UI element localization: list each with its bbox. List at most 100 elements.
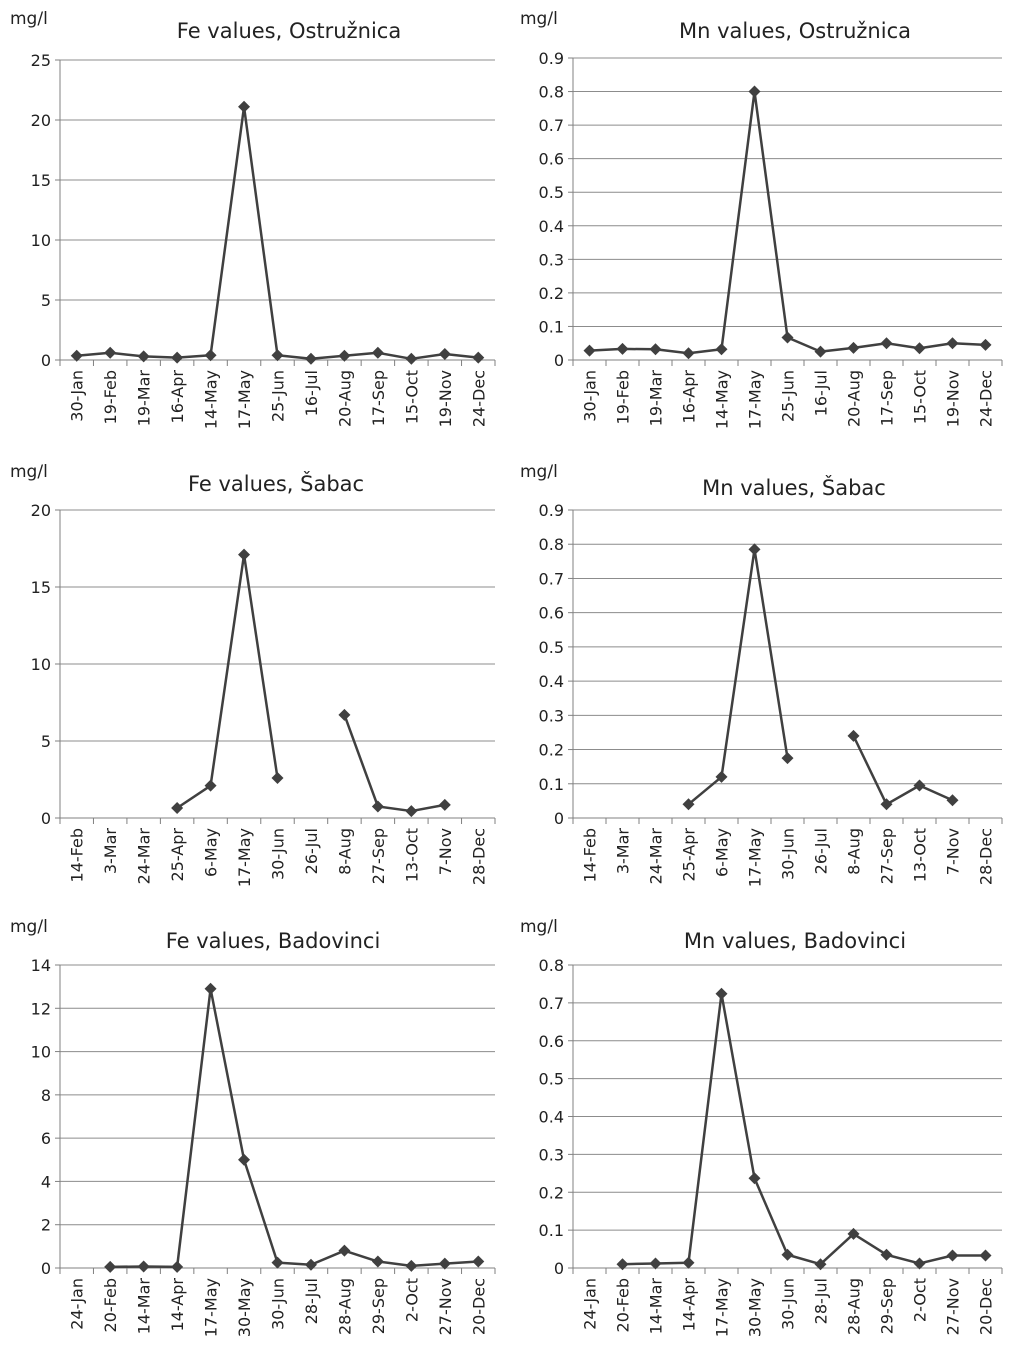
y-unit-label: mg/l — [520, 462, 558, 482]
y-tick-label: 0 — [41, 809, 51, 828]
x-tick-label: 20-Dec — [977, 1278, 996, 1335]
data-point — [880, 1248, 893, 1261]
x-tick-label: 27-Sep — [369, 828, 388, 884]
y-tick-label: 0.3 — [539, 250, 564, 269]
y-tick-label: 0.8 — [539, 83, 564, 102]
data-point — [781, 752, 794, 765]
x-tick-label: 19-Feb — [101, 370, 120, 424]
x-tick-label: 14-May — [202, 370, 221, 429]
x-tick-label: 14-Feb — [68, 828, 87, 882]
x-tick-label: 16-Apr — [168, 370, 187, 424]
chart-mn-ostruznica: Mn values, Ostružnica mg/l 0 0.1 0.2 0.3 0.4 0.… — [520, 9, 1003, 429]
x-tick-label: 16-Jul — [302, 370, 321, 416]
x-tick-label: 20-Feb — [101, 1278, 120, 1332]
x-tick-label: 7-Nov — [944, 828, 963, 875]
data-point — [304, 1258, 317, 1271]
y-tick-label: 0.1 — [539, 1221, 564, 1240]
data-point — [748, 1172, 761, 1185]
data-point — [438, 798, 451, 811]
y-tick-label: 10 — [31, 231, 51, 250]
data-point — [338, 349, 351, 362]
data-point — [946, 794, 959, 807]
data-point — [715, 770, 728, 783]
y-tick-label: 0.7 — [539, 569, 564, 588]
data-point — [238, 548, 251, 561]
data-point — [104, 1260, 117, 1273]
x-tick-label: 26-Jul — [812, 828, 831, 874]
x-tick-label: 20-Aug — [335, 370, 354, 427]
y-tick-label: 0.8 — [539, 956, 564, 975]
x-tick-label: 30-Jun — [779, 1278, 798, 1330]
data-point — [271, 771, 284, 784]
data-point — [204, 349, 217, 362]
x-tick-label: 30-Jun — [269, 828, 288, 880]
x-tick-label: 17-May — [235, 828, 254, 887]
data-point — [271, 349, 284, 362]
x-tick-label: 3-Mar — [101, 828, 120, 875]
y-tick-label: 4 — [41, 1172, 51, 1191]
x-tick-label: 17-May — [746, 828, 765, 887]
data-point — [438, 348, 451, 360]
x-tick-label: 8-Aug — [845, 828, 864, 875]
x-tick-label: 17-May — [235, 370, 254, 429]
x-tick-label: 14-Mar — [135, 1278, 154, 1335]
data-point — [616, 342, 629, 355]
data-point — [748, 85, 761, 98]
y-tick-label: 0.4 — [539, 672, 564, 691]
x-tick-label: 17-May — [713, 1278, 732, 1337]
x-tick-label: 19-Mar — [647, 370, 666, 427]
x-tick-label: 20-Feb — [614, 1278, 633, 1332]
x-tick-label: 16-Apr — [680, 370, 699, 424]
data-point — [583, 344, 596, 357]
x-tick-label: 15-Oct — [911, 370, 930, 424]
y-tick-label: 0.9 — [539, 501, 564, 520]
x-tick-label: 14-Mar — [647, 1278, 666, 1335]
chart-fe-ostruznica: Fe values, Ostružnica mg/l 0 5 10 15 20 25 30-Ja… — [10, 9, 496, 429]
x-tick-label: 28-Dec — [469, 828, 488, 885]
x-tick-label: 29-Sep — [878, 1278, 897, 1334]
x-tick-label: 28-Jul — [812, 1278, 831, 1324]
x-tick-label: 25-Jun — [269, 370, 288, 422]
x-tick-label: 30-May — [746, 1278, 765, 1337]
data-point — [979, 338, 992, 351]
x-tick-label: 30-Jan — [68, 370, 87, 422]
x-tick-label: 6-May — [202, 828, 221, 877]
data-point — [371, 800, 384, 813]
data-point — [338, 708, 351, 721]
y-tick-label: 0.3 — [539, 706, 564, 725]
y-tick-label: 0.3 — [539, 1145, 564, 1164]
series-line — [852, 735, 954, 806]
series-line — [622, 992, 986, 1266]
chart-title: Fe values, Ostružnica — [177, 19, 401, 43]
x-tick-label: 6-May — [713, 828, 732, 877]
x-tick-label: 24-Jan — [68, 1278, 87, 1330]
data-point — [781, 1248, 794, 1261]
data-point — [137, 1260, 150, 1273]
data-point — [104, 346, 117, 359]
chart-title: Mn values, Badovinci — [684, 929, 906, 953]
x-tick-label: 25-Apr — [168, 828, 187, 882]
data-point — [649, 1257, 662, 1270]
data-point — [946, 337, 959, 350]
data-point — [847, 341, 860, 354]
x-tick-label: 24-Mar — [135, 828, 154, 885]
y-tick-label: 0.2 — [539, 284, 564, 303]
data-point — [238, 1153, 251, 1166]
data-point — [913, 342, 926, 355]
series-line — [343, 714, 446, 813]
series-line — [687, 548, 789, 806]
data-point — [137, 350, 150, 363]
data-point — [880, 337, 893, 350]
y-tick-label: 0 — [41, 351, 51, 370]
x-tick-label: 16-Jul — [812, 370, 831, 416]
chart-mn-badovinci: Mn values, Badovinci mg/l 0 0.1 0.2 0.3 0.4 0.5… — [520, 917, 1003, 1337]
y-tick-label: 12 — [31, 999, 51, 1018]
y-tick-label: 0 — [554, 809, 564, 828]
data-point — [814, 1258, 827, 1271]
data-point — [204, 982, 217, 995]
x-tick-label: 8-Aug — [335, 828, 354, 875]
data-point — [616, 1258, 629, 1271]
data-point — [649, 343, 662, 356]
y-tick-label: 5 — [41, 291, 51, 310]
